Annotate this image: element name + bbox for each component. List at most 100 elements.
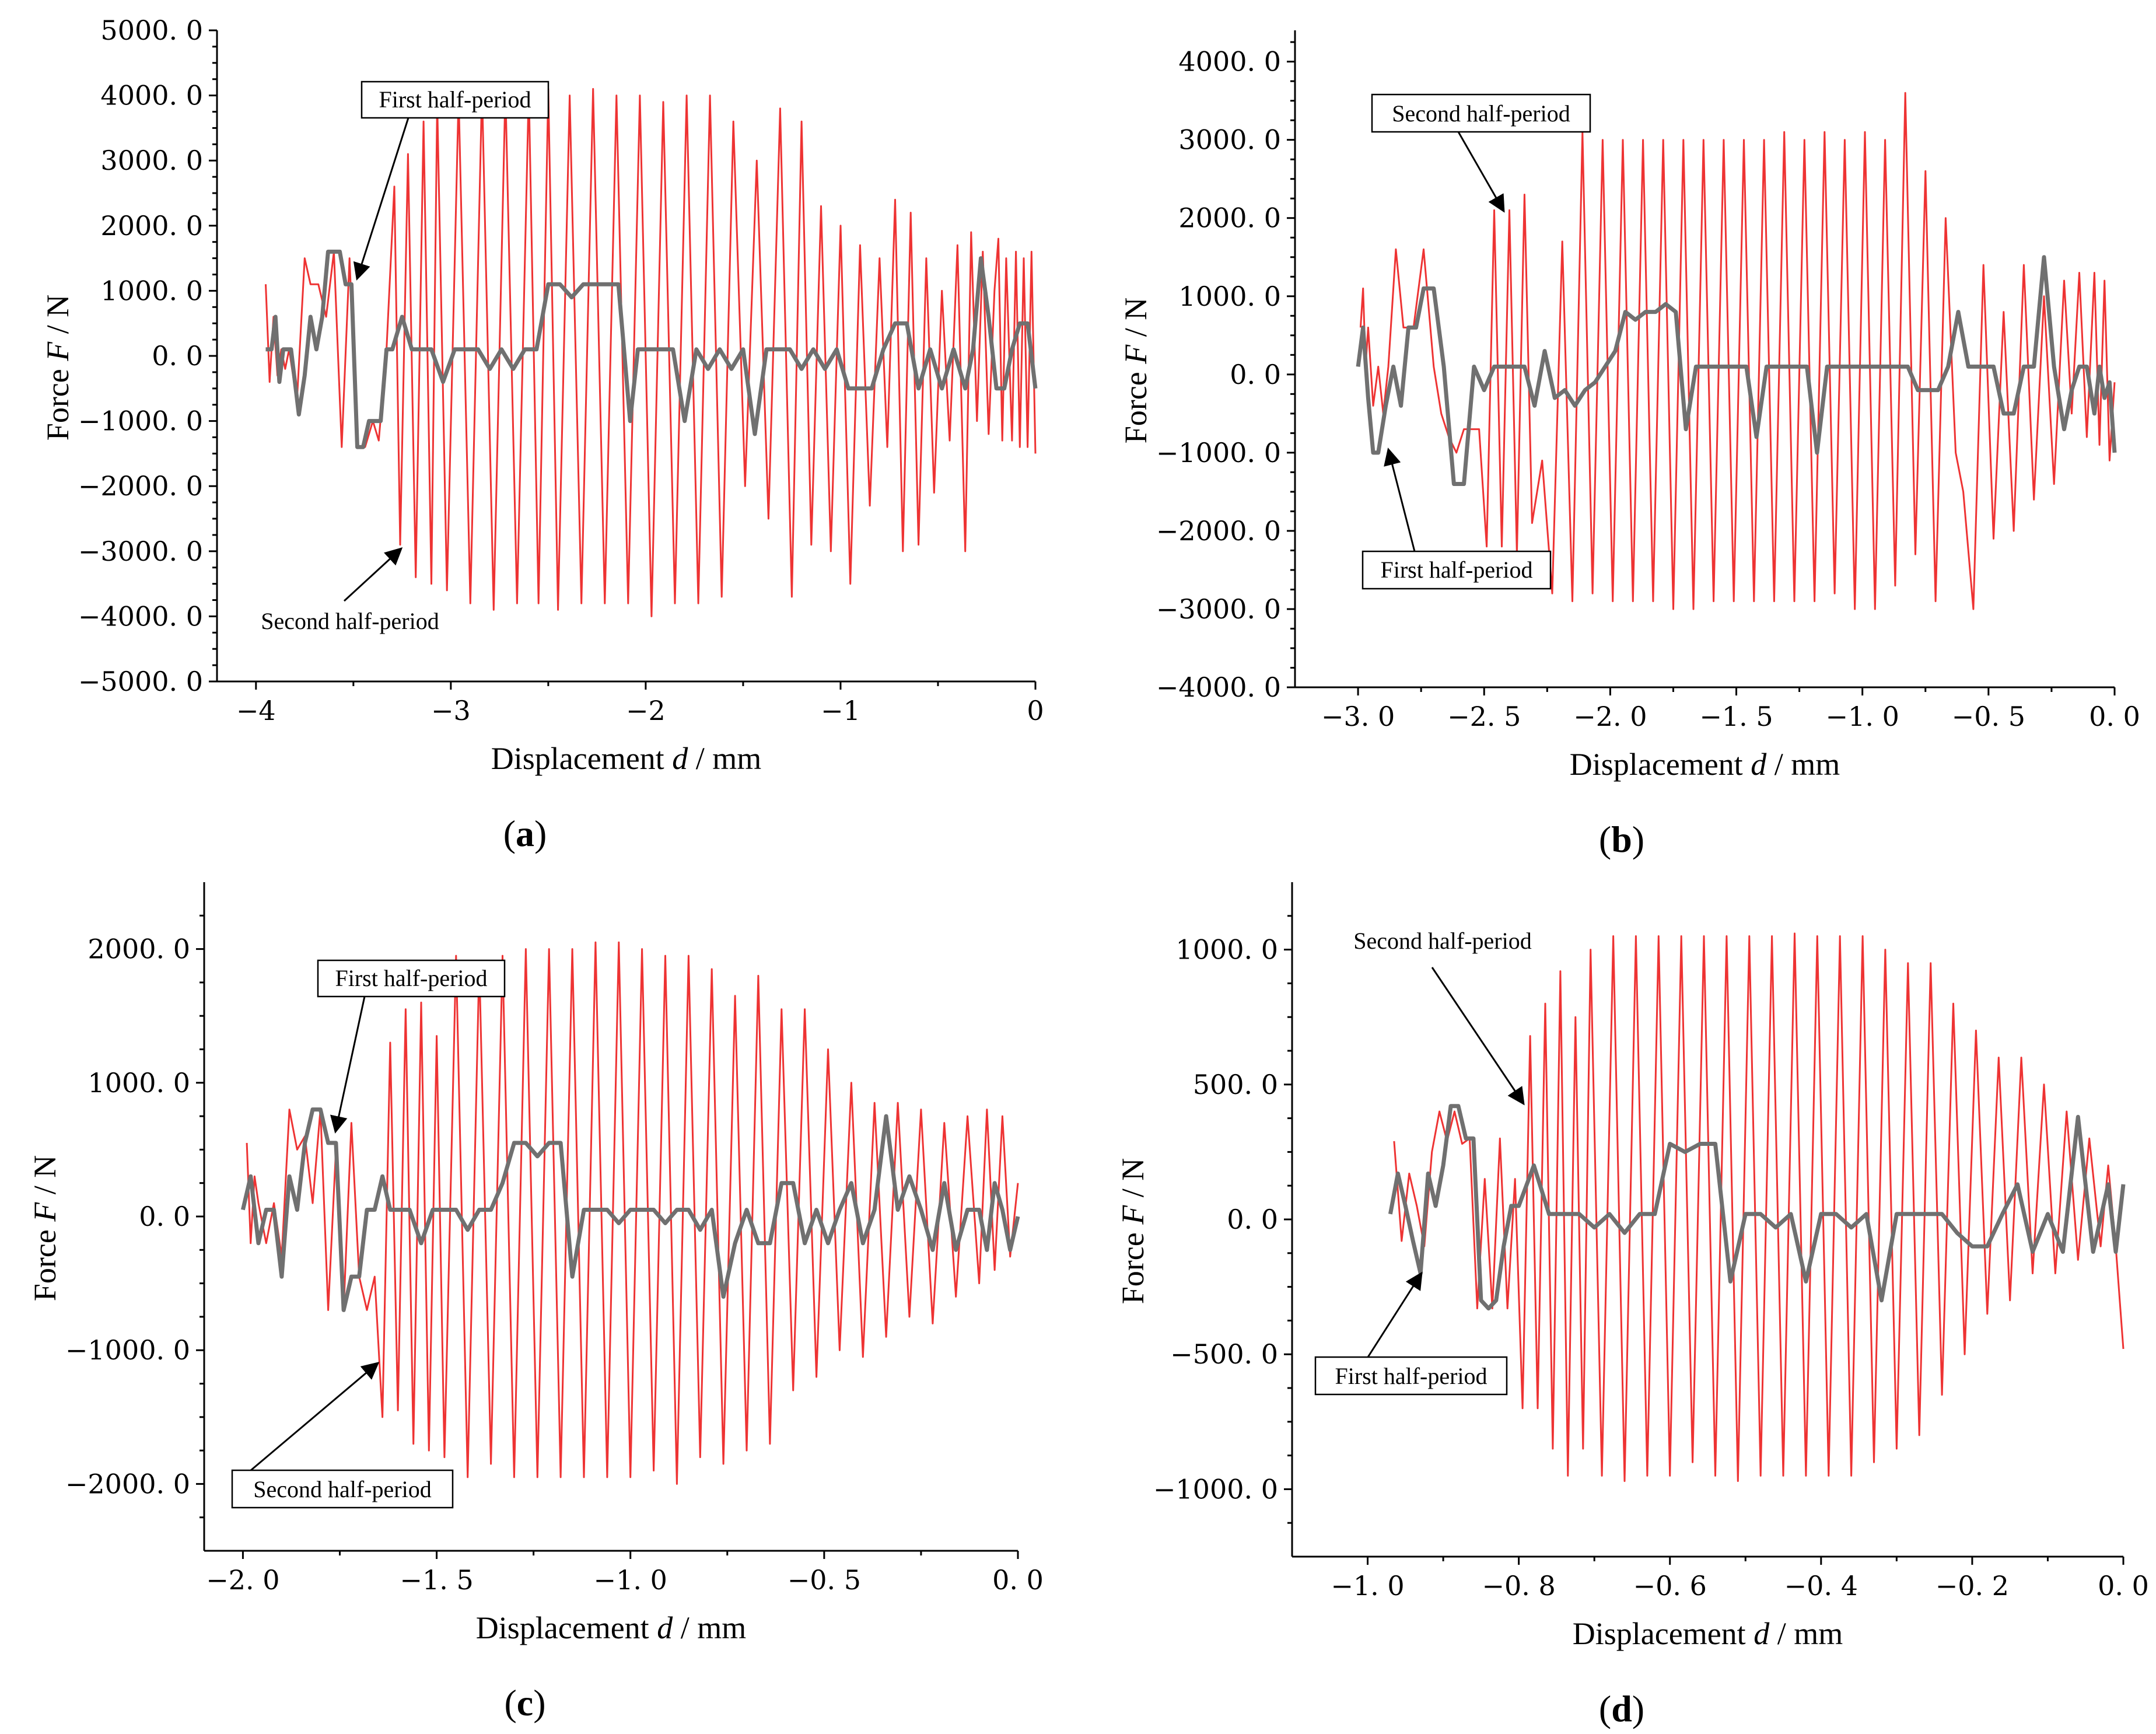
- x-tick-label: −1. 0: [594, 1564, 667, 1596]
- x-tick-label: −0. 5: [1952, 701, 2025, 732]
- y-tick-label: 0. 0: [1227, 1204, 1278, 1235]
- x-tick-label: −2: [626, 695, 666, 726]
- annotation-second-label: Second half-period: [261, 547, 439, 634]
- x-tick-label: −0. 6: [1633, 1570, 1707, 1602]
- x-tick-label: −1. 5: [1699, 701, 1773, 732]
- y-tick-label: 0. 0: [139, 1201, 190, 1232]
- x-tick-label: −3: [431, 695, 471, 726]
- y-tick-label: −1000. 0: [65, 1334, 190, 1366]
- x-tick-label: −0. 4: [1784, 1570, 1858, 1602]
- y-axis-title: Force F / N: [27, 1155, 62, 1301]
- panel-label-letter: c: [517, 1682, 533, 1723]
- y-tick-label: −2000. 0: [78, 470, 203, 502]
- y-tick-label: 2000. 0: [88, 934, 190, 965]
- annotation-text: Second half-period: [261, 608, 439, 634]
- x-tick-label: −2. 5: [1447, 701, 1521, 732]
- panel-b: −4000. 0 −3000. 0 −2000. 0 −1000. 0 0. 0 1000…: [1118, 30, 2140, 860]
- x-tick-label: 0. 0: [992, 1564, 1044, 1596]
- x-axis-title: Displacement d / mm: [1573, 1616, 1843, 1651]
- x-axis-title-suffix: / mm: [688, 741, 761, 776]
- series-line-second-half-period: [1393, 932, 2124, 1482]
- panel-label: (a): [503, 813, 547, 854]
- y-tick-label: −5000. 0: [78, 666, 203, 697]
- x-tick-label: −1. 5: [400, 1564, 473, 1596]
- annotation-box: [317, 959, 506, 998]
- y-axis-title: Force F / N: [1115, 1158, 1150, 1304]
- y-axis-title-var: F: [1118, 344, 1153, 365]
- y-tick-label: −3000. 0: [78, 536, 203, 567]
- annotation-box: [231, 1469, 454, 1509]
- x-axis-title: Displacement d / mm: [491, 741, 761, 776]
- x-tick-label: −0. 2: [1936, 1570, 2009, 1602]
- annotation-box: [360, 81, 550, 119]
- annotation-second-label: Second half-period: [1371, 93, 1591, 213]
- y-tick-label: −1000. 0: [78, 405, 203, 437]
- y-tick-label: 0. 0: [1230, 359, 1281, 390]
- y-axis-title-suffix: / N: [27, 1155, 62, 1202]
- y-axis-title-suffix: / N: [40, 295, 75, 342]
- x-tick-label: 0. 0: [2089, 701, 2140, 732]
- y-axis-title: Force F / N: [40, 295, 75, 441]
- annotation-arrow: [1367, 1271, 1423, 1358]
- y-axis-title: Force F / N: [1118, 298, 1153, 443]
- y-tick-label: 3000. 0: [1178, 124, 1281, 156]
- y-tick-label: 0. 0: [152, 340, 203, 372]
- annotation-text: Second half-period: [253, 1476, 431, 1502]
- y-axis-title-var: F: [40, 341, 75, 362]
- y-axis-title-var: F: [1115, 1205, 1150, 1225]
- annotation-first-label: First half-period: [1362, 448, 1552, 590]
- series-line-second-half-period: [246, 941, 1019, 1485]
- x-tick-label: −2. 0: [1573, 701, 1647, 732]
- annotation-arrow: [330, 996, 366, 1134]
- x-tick-label: −1. 0: [1826, 701, 1899, 732]
- x-tick-label: −2. 0: [206, 1564, 279, 1596]
- y-axis-title-var: F: [27, 1202, 62, 1222]
- y-tick-label: 4000. 0: [1178, 46, 1281, 78]
- x-axis-title: Displacement d / mm: [1570, 747, 1840, 782]
- x-tick-label: 0. 0: [2098, 1570, 2149, 1602]
- annotation-text: First half-period: [335, 965, 487, 991]
- annotation-box: [1362, 550, 1552, 590]
- y-tick-label: −500. 0: [1170, 1338, 1278, 1370]
- series-line-second-half-period: [1359, 92, 2116, 610]
- y-tick-label: −4000. 0: [78, 600, 203, 632]
- annotation-text: Second half-period: [1353, 928, 1531, 954]
- annotation-text: First half-period: [1335, 1363, 1487, 1389]
- y-tick-label: −4000. 0: [1156, 672, 1281, 703]
- y-tick-label: 2000. 0: [1178, 202, 1281, 234]
- x-axis-title-var: d: [1751, 747, 1767, 782]
- panel-label-letter: d: [1611, 1688, 1632, 1729]
- y-axis-title-prefix: Force: [27, 1222, 62, 1301]
- panel-label: (d): [1599, 1688, 1644, 1729]
- x-tick-label: −4: [236, 695, 276, 726]
- x-axis-title-prefix: Displacement: [491, 741, 672, 776]
- y-tick-label: 500. 0: [1193, 1069, 1278, 1100]
- annotation-box: [1314, 1356, 1508, 1396]
- x-axis-title-suffix: / mm: [1769, 1616, 1843, 1651]
- x-axis-title-prefix: Displacement: [1573, 1616, 1754, 1651]
- annotation-arrow: [1457, 131, 1505, 213]
- x-tick-label: −0. 5: [788, 1564, 861, 1596]
- annotation-first-label: First half-period: [1314, 1271, 1508, 1396]
- y-tick-label: 1000. 0: [1175, 934, 1278, 966]
- x-tick-label: −3. 0: [1321, 701, 1395, 732]
- series-line-second-half-period: [265, 88, 1037, 617]
- annotation-text: First half-period: [379, 86, 531, 113]
- y-tick-label: 1000. 0: [88, 1067, 190, 1099]
- series-line-first-half-period: [1388, 1104, 2126, 1311]
- annotation-arrow: [353, 117, 410, 281]
- x-axis-title: Displacement d / mm: [476, 1610, 746, 1645]
- x-tick-label: −0. 8: [1482, 1570, 1555, 1602]
- x-axis-title-var: d: [672, 741, 688, 776]
- series-line-first-half-period: [1356, 255, 2117, 486]
- annotation-second-label: Second half-period: [231, 1362, 454, 1509]
- annotation-arrow: [343, 547, 403, 602]
- x-tick-label: 0: [1027, 695, 1044, 726]
- y-tick-label: −1000. 0: [1156, 437, 1281, 469]
- annotation-text: Second half-period: [1392, 100, 1570, 127]
- panel-label-letter: a: [516, 813, 534, 854]
- panel-a: −5000. 0 −4000. 0 −3000. 0 −2000. 0 −1000. 0…: [40, 15, 1044, 854]
- annotation-arrow: [250, 1362, 380, 1471]
- y-tick-label: 3000. 0: [100, 145, 203, 176]
